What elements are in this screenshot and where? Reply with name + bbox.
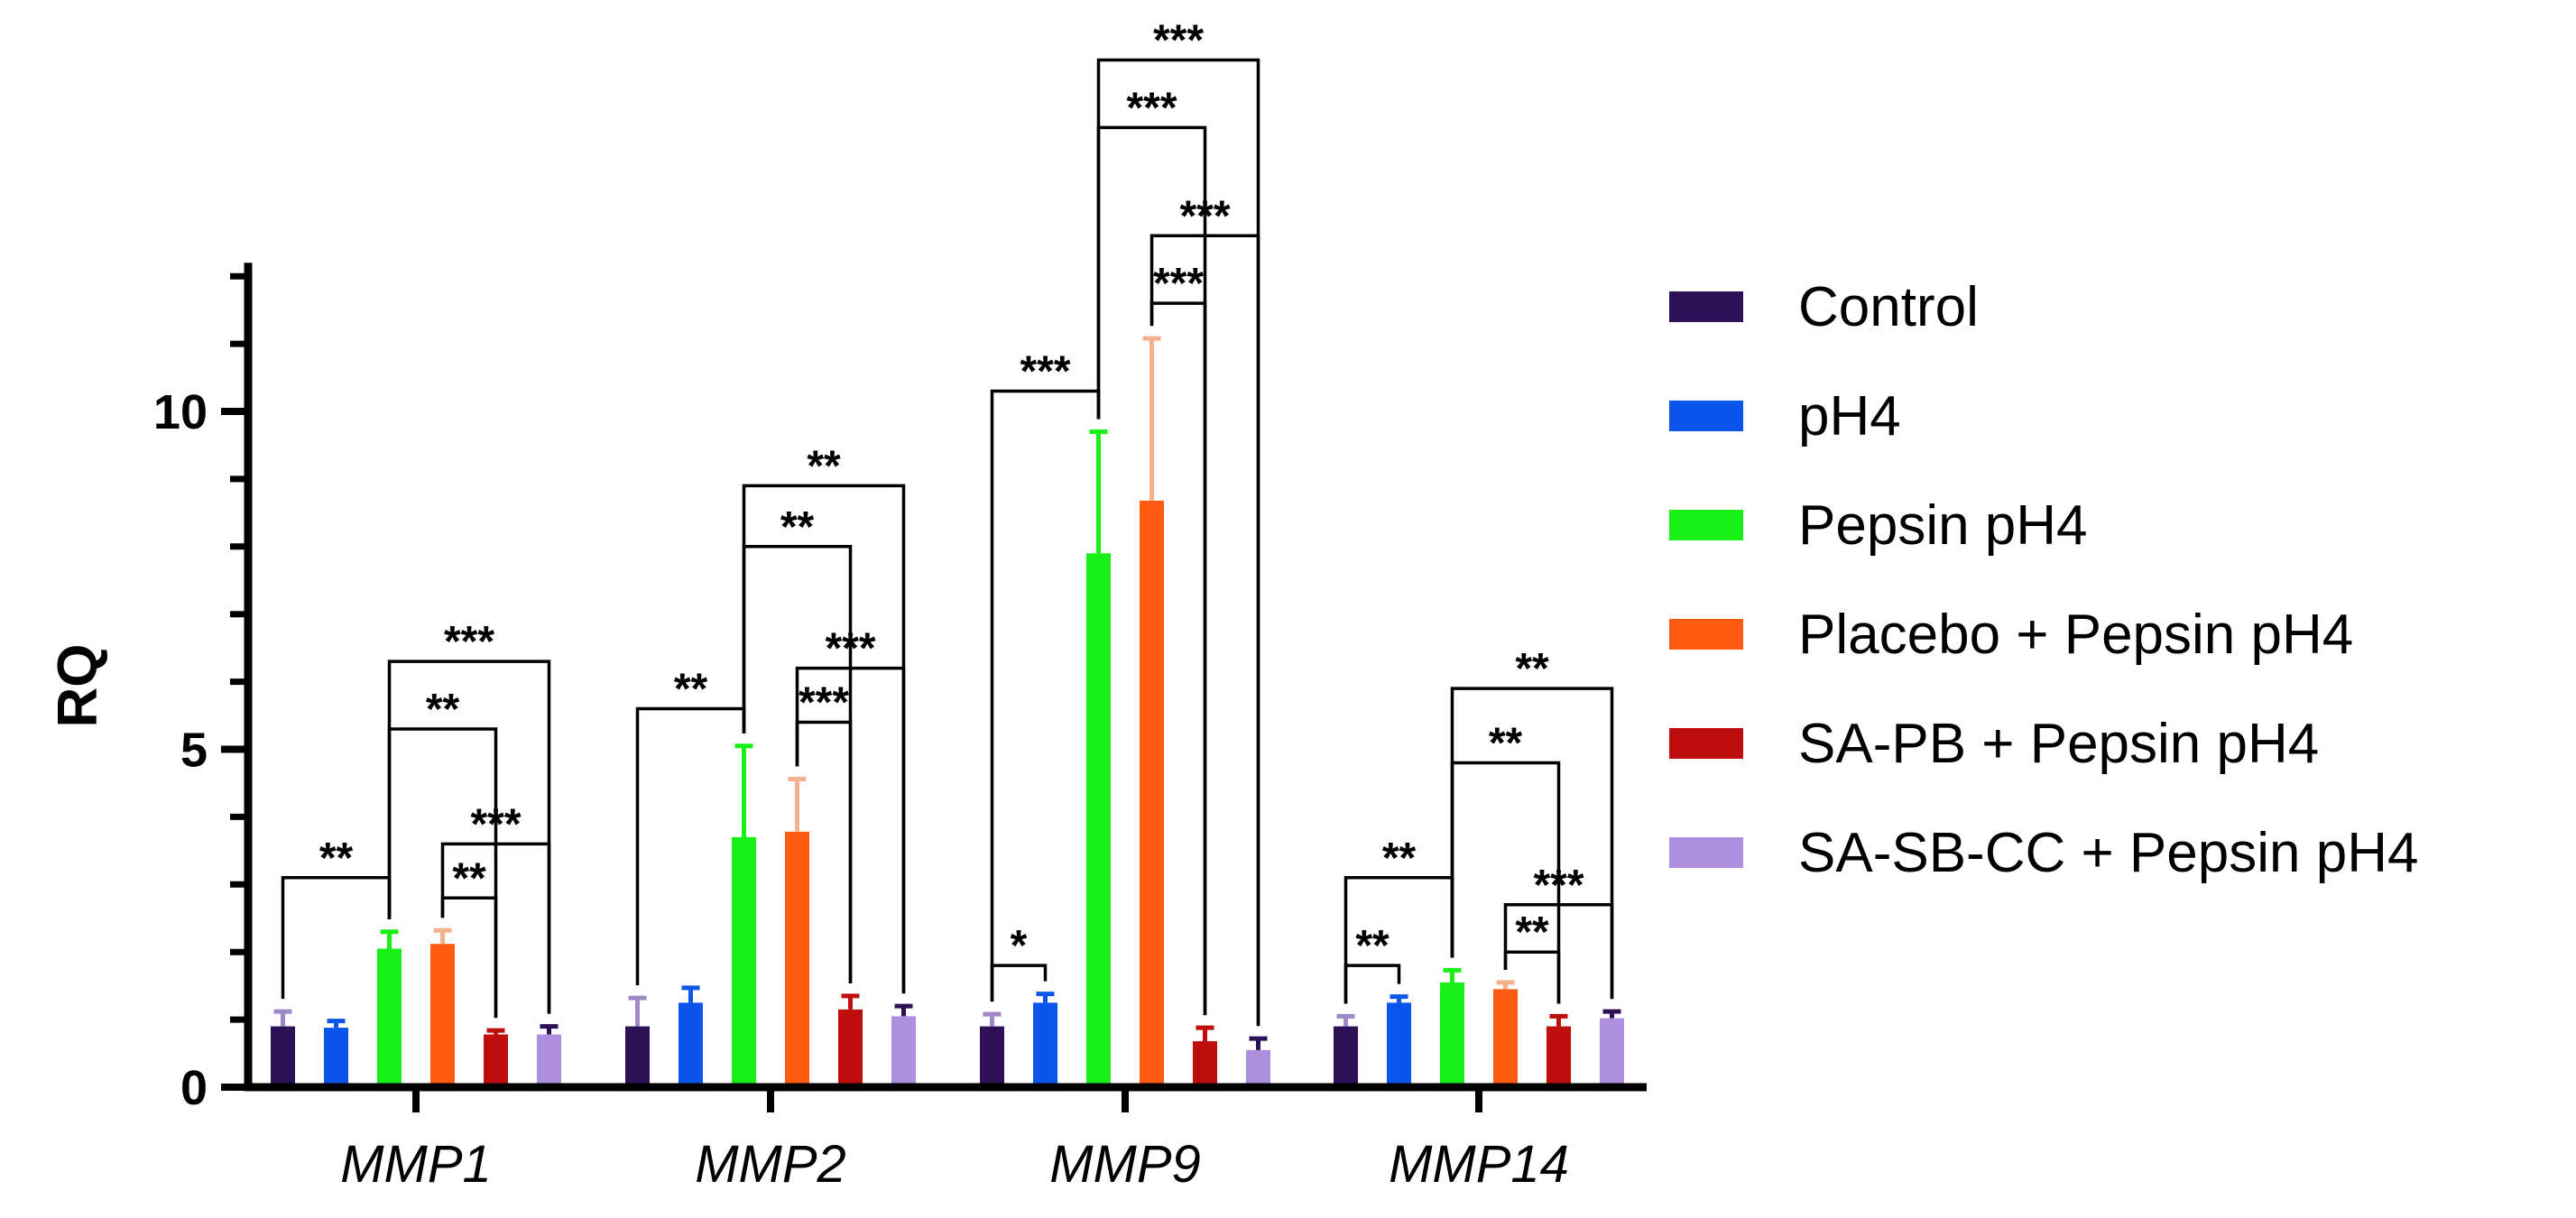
significance-label-19: ** [1515, 645, 1549, 693]
bar-mmp1-5 [537, 1034, 561, 1087]
significance-bracket-13 [1096, 58, 1260, 1027]
x-category-label-mmp9: MMP9 [1049, 1135, 1201, 1194]
significance-bracket-0 [281, 876, 392, 1000]
bar-mmp14-1 [1387, 1002, 1411, 1087]
bar-mmp1-0 [271, 1026, 295, 1087]
bar-mmp1-3 [430, 944, 455, 1087]
bar-mmp2-3 [785, 831, 809, 1087]
significance-label-3: ** [452, 854, 486, 902]
significance-label-15: *** [1179, 192, 1230, 240]
legend-swatch-4 [1669, 728, 1743, 759]
significance-bracket-7 [742, 484, 906, 994]
y-tick-label-10: 10 [153, 385, 208, 439]
significance-bracket-11 [990, 389, 1101, 1002]
significance-bracket-5 [635, 706, 746, 986]
significance-label-9: *** [825, 625, 875, 673]
legend-swatch-0 [1669, 291, 1743, 322]
significance-bracket-9 [795, 666, 906, 994]
legend-label-0: Control [1798, 276, 1979, 338]
significance-label-2: *** [444, 618, 494, 666]
significance-label-17: ** [1382, 835, 1417, 882]
significance-label-6: ** [780, 503, 815, 551]
x-category-label-mmp1: MMP1 [340, 1135, 492, 1194]
bar-mmp14-3 [1493, 989, 1518, 1087]
significance-bracket-2 [387, 660, 551, 1014]
significance-label-14: *** [1153, 260, 1204, 308]
bar-mmp9-5 [1246, 1049, 1270, 1087]
bar-mmp14-4 [1547, 1026, 1571, 1087]
bar-mmp2-1 [679, 1002, 703, 1087]
bar-mmp9-2 [1086, 553, 1111, 1087]
significance-label-18: ** [1489, 719, 1523, 767]
significance-label-10: * [1011, 922, 1028, 970]
bar-mmp1-2 [377, 948, 402, 1087]
significance-label-7: ** [807, 442, 841, 490]
legend-swatch-3 [1669, 619, 1743, 650]
legend: Control pH4 Pepsin pH4 Placebo + Pepsin pH4… [1669, 276, 2418, 884]
significance-bracket-15 [1150, 234, 1260, 1027]
bar-mmp14-2 [1440, 982, 1464, 1087]
legend-swatch-1 [1669, 401, 1743, 431]
y-axis-title: RQ [47, 644, 109, 728]
x-category-label-mmp14: MMP14 [1389, 1135, 1569, 1194]
bar-mmp9-0 [980, 1026, 1004, 1087]
bar-mmp1-4 [484, 1034, 508, 1087]
y-tick-label-5: 5 [180, 724, 208, 778]
significance-bracket-19 [1450, 687, 1614, 1000]
bar-mmp1-1 [324, 1028, 348, 1087]
bar-mmp9-1 [1033, 1002, 1057, 1087]
legend-label-1: pH4 [1798, 385, 1901, 448]
significance-label-13: *** [1153, 17, 1204, 65]
significance-label-21: *** [1533, 862, 1583, 909]
y-tick-label-0: 0 [180, 1061, 208, 1115]
bar-mmp9-3 [1140, 500, 1164, 1087]
significance-label-0: ** [319, 835, 354, 882]
significance-label-5: ** [674, 666, 708, 714]
significance-bracket-4 [440, 842, 551, 1014]
bar-mmp2-2 [732, 836, 756, 1087]
legend-swatch-2 [1669, 510, 1743, 540]
bar-mmp2-4 [838, 1009, 863, 1087]
significance-label-12: *** [1126, 84, 1177, 132]
significance-label-1: ** [426, 686, 460, 734]
legend-label-5: SA-SB-CC + Pepsin pH4 [1798, 822, 2418, 884]
x-category-label-mmp2: MMP2 [695, 1135, 846, 1194]
significance-label-11: *** [1020, 348, 1070, 396]
plot-area: ****************************************… [47, 17, 1647, 1194]
legend-label-4: SA-PB + Pepsin pH4 [1798, 713, 2319, 775]
significance-label-20: ** [1515, 909, 1549, 956]
significance-bracket-21 [1503, 903, 1614, 1000]
significance-label-4: *** [470, 800, 521, 848]
significance-label-16: ** [1355, 922, 1390, 970]
bar-mmp14-5 [1600, 1018, 1624, 1087]
significance-label-8: *** [799, 679, 849, 727]
bar-mmp2-0 [625, 1026, 650, 1087]
bar-mmp9-4 [1193, 1041, 1217, 1087]
legend-label-2: Pepsin pH4 [1798, 494, 2088, 557]
legend-swatch-5 [1669, 837, 1743, 868]
bar-mmp14-0 [1334, 1026, 1358, 1087]
legend-label-3: Placebo + Pepsin pH4 [1798, 604, 2353, 666]
bar-mmp2-5 [891, 1016, 916, 1087]
